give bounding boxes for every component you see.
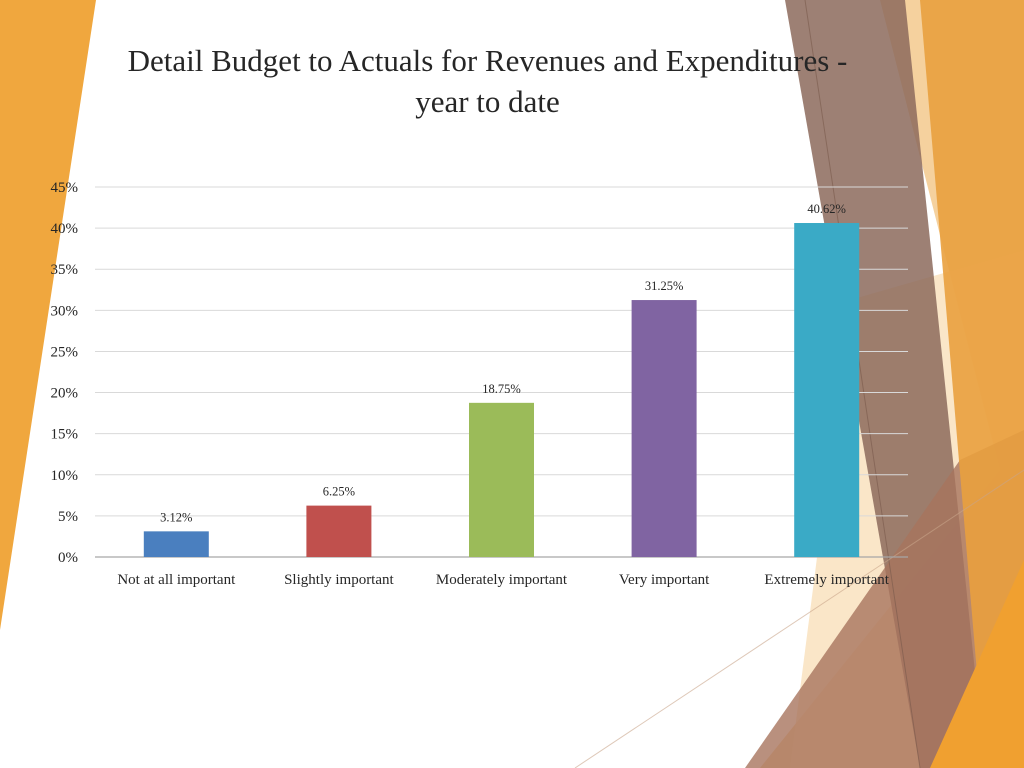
x-tick-label: Moderately important [436,572,568,588]
y-tick-label: 40% [51,221,79,237]
x-axis-ticks: Not at all important Slightly important Mo… [117,572,889,588]
data-label: 40.62% [807,202,846,216]
bar [143,531,209,557]
y-tick-label: 45% [51,180,79,196]
bar [631,300,697,557]
x-tick-label: Not at all important [117,572,236,588]
x-tick-label: Very important [619,572,710,588]
right-brown-lower-shape [745,430,1024,768]
slide-title-line-1: Detail Budget to Actuals for Revenues an… [127,43,848,78]
data-label: 3.12% [160,510,192,524]
y-tick-label: 0% [58,550,78,566]
bottom-right-orange-shape [930,560,1024,768]
x-tick-label: Slightly important [284,572,394,588]
left-orange-shape [0,0,96,630]
data-label: 18.75% [482,382,521,396]
right-orange-strip [920,0,1024,768]
bar [469,402,534,557]
y-tick-label: 15% [51,427,79,443]
bar [306,505,372,557]
decor-line-2 [574,469,1024,768]
y-axis-ticks: 0% 5% 10% 15% 20% 25% 30% 35% 40% 45% [51,180,79,566]
bar [794,223,860,557]
data-label: 6.25% [323,485,355,499]
decor-line [804,0,921,768]
x-tick-label: Extremely important [764,572,889,588]
y-tick-label: 20% [51,386,79,402]
y-tick-label: 35% [51,262,79,278]
y-tick-label: 30% [51,303,79,319]
y-tick-label: 25% [51,344,79,360]
data-label: 31.25% [645,279,684,293]
y-tick-label: 10% [51,468,79,484]
y-tick-label: 5% [58,509,78,525]
bars [143,223,860,557]
slide-title: Detail Budget to Actuals for Revenues an… [40,40,935,122]
slide-title-line-2: year to date [415,84,560,119]
data-labels: 3.12% 6.25% 18.75% 31.25% 40.62% [160,202,846,524]
